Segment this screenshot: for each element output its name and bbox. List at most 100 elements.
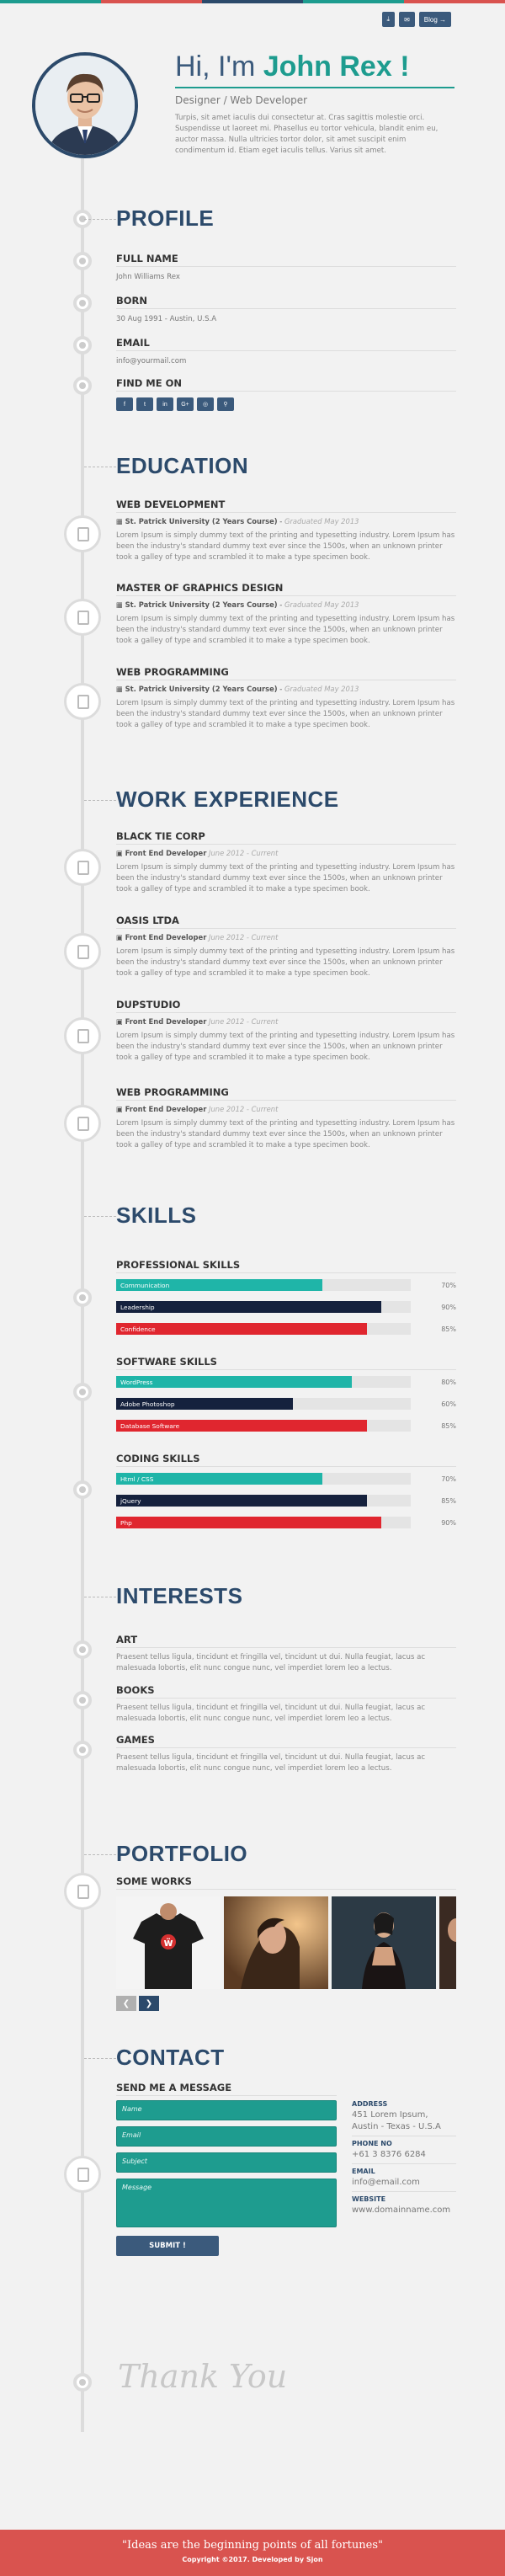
portfolio-heading: PORTFOLIO [116,1841,248,1866]
portfolio-item[interactable] [224,1896,328,1989]
contact-heading: CONTACT [116,2045,225,2070]
portrait-woman-image [224,1896,328,1989]
document-icon [64,515,101,552]
skill-group-title: SOFTWARE SKILLS [116,1356,217,1368]
submit-button[interactable]: SUBMIT ! [116,2236,219,2256]
work-item-meta: ▣ Front End Developer June 2012 - Curren… [116,849,279,857]
skill-fill: Confidence [116,1323,367,1335]
fashion-model-image [332,1896,436,1989]
footer-copyright: Copyright ©2017. Developed by Sjon [182,2556,323,2563]
skill-percent: 60% [441,1400,456,1408]
portfolio-item[interactable]: ẅ [116,1896,221,1989]
skill-bar: Communication 70% [116,1279,456,1291]
chevron-left-icon[interactable]: ❮ [116,1996,136,2011]
portfolio-image [439,1896,456,1989]
section-connector [84,1854,116,1855]
email-button[interactable]: ✉ [399,12,415,27]
work-item-meta: ▣ Front End Developer June 2012 - Curren… [116,933,279,941]
briefcase-icon: ▣ [116,1017,123,1026]
interest-desc: Praesent tellus ligula, tincidunt et fri… [116,1753,426,1773]
timeline-dot [73,336,92,355]
phone-label: PHONE NO [352,2140,392,2147]
google-plus-icon[interactable]: G+ [177,397,194,411]
interest-desc: Praesent tellus ligula, tincidunt et fri… [116,1704,426,1723]
gallery-nav: ❮ ❯ [116,1996,159,2011]
born-value: 30 Aug 1991 - Austin, U.S.A [116,315,217,323]
website-value[interactable]: www.domainname.com [352,2205,451,2215]
skill-percent: 90% [441,1518,456,1527]
skill-bar: Leadership 90% [116,1301,456,1313]
skill-percent: 80% [441,1378,456,1386]
interest-title: GAMES [116,1734,155,1746]
timeline-dot [73,1640,92,1659]
divider [116,595,456,596]
timeline-dot [73,1480,92,1499]
skill-percent: 90% [441,1303,456,1311]
briefcase-icon: ▣ [116,933,123,941]
divider [116,1100,456,1101]
divider [116,350,456,351]
education-item-desc: Lorem Ipsum is simply dummy text of the … [116,615,455,645]
divider [116,1369,456,1370]
divider [116,1647,456,1648]
skill-bar: WordPress 80% [116,1376,456,1388]
blog-button[interactable]: Blog → [418,12,451,27]
person-name: John Rex ! [263,51,410,83]
twitter-icon[interactable]: t [136,397,153,411]
work-item-title: OASIS LTDA [116,915,179,926]
born-label: BORN [116,295,148,307]
chevron-right-icon[interactable]: ❯ [139,1996,159,2011]
email-contact-value[interactable]: info@email.com [352,2178,420,2187]
education-item-meta: ▦ St. Patrick University (2 Years Course… [116,685,359,693]
subject-field[interactable]: Subject [116,2152,337,2173]
linkedin-icon[interactable]: in [157,397,173,411]
email-label: EMAIL [116,337,150,349]
briefcase-icon: ▣ [116,1105,123,1113]
work-item-desc: Lorem Ipsum is simply dummy text of the … [116,1032,455,1062]
work-item-desc: Lorem Ipsum is simply dummy text of the … [116,863,455,893]
timeline-dot [73,1741,92,1759]
monitor-icon [64,1105,101,1142]
dribbble-icon[interactable]: ◎ [197,397,214,411]
document-icon [64,599,101,636]
monitor-icon [64,1017,101,1054]
divider [116,1466,456,1467]
divider [116,1747,456,1748]
skill-group-title: CODING SKILLS [116,1453,200,1464]
address-label: ADDRESS [352,2100,388,2108]
email-value[interactable]: info@yourmail.com [116,357,187,365]
skill-percent: 70% [441,1281,456,1289]
divider [116,512,456,513]
top-color-bar [0,0,505,3]
education-item-title: WEB DEVELOPMENT [116,499,226,510]
timeline-dot [73,1691,92,1709]
name-field[interactable]: Name [116,2100,337,2120]
skill-fill: WordPress [116,1376,352,1388]
skill-fill: Html / CSS [116,1473,322,1485]
message-field[interactable]: Message [116,2179,337,2227]
facebook-icon[interactable]: f [116,397,133,411]
avatar [32,52,138,158]
svg-text:ẅ: ẅ [163,1937,173,1949]
skype-icon[interactable]: ⚲ [217,397,234,411]
divider [116,391,456,392]
interests-heading: INTERESTS [116,1583,243,1608]
full-name-value: John Williams Rex [116,273,180,281]
divider [352,2191,456,2192]
work-item-desc: Lorem Ipsum is simply dummy text of the … [116,1119,455,1149]
portfolio-item[interactable] [332,1896,436,1989]
contact-form-title: SEND ME A MESSAGE [116,2082,232,2093]
monitor-icon [64,933,101,970]
divider [116,2095,337,2096]
section-connector [84,219,116,220]
section-connector [84,1216,116,1217]
work-item-title: DUPSTUDIO [116,999,181,1011]
profile-heading: PROFILE [116,205,215,231]
portfolio-item[interactable] [439,1896,456,1989]
email-field[interactable]: Email [116,2126,337,2147]
thank-you-text: Thank You [118,2358,288,2395]
download-button[interactable]: ⤓ [381,12,396,27]
skill-percent: 85% [441,1421,456,1430]
divider [116,1889,456,1890]
footer: "Ideas are the beginning points of all f… [0,2530,505,2576]
